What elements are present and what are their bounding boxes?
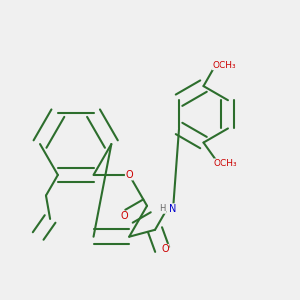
Text: H: H: [159, 204, 166, 213]
Text: N: N: [169, 204, 177, 214]
Text: OCH₃: OCH₃: [214, 159, 238, 168]
Text: OCH₃: OCH₃: [212, 61, 236, 70]
Text: O: O: [121, 211, 128, 221]
Text: O: O: [161, 244, 169, 254]
Text: O: O: [125, 170, 133, 180]
